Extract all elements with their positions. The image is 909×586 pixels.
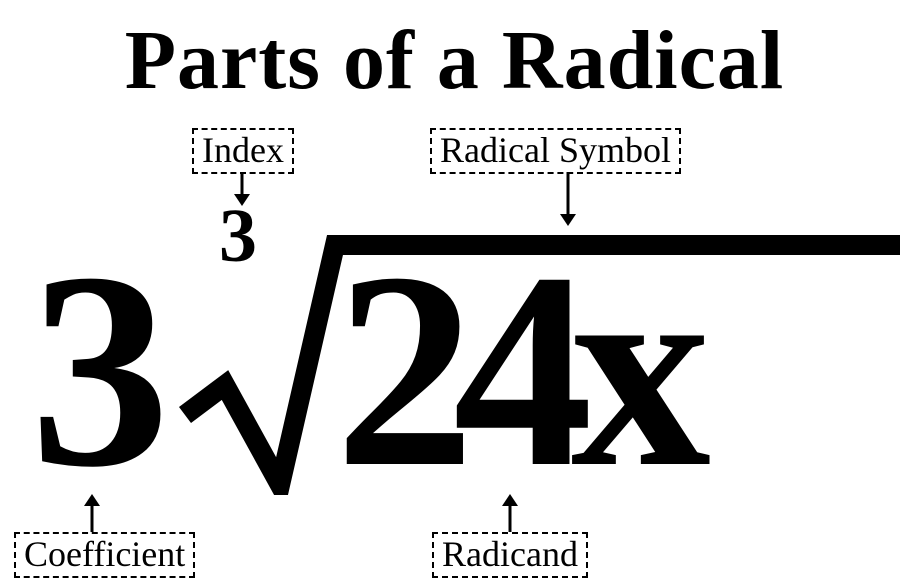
expr-radicand: 24x: [335, 230, 689, 510]
page-title: Parts of a Radical: [0, 12, 909, 109]
arrow-radicand-up: [500, 494, 520, 534]
label-radicand: Radicand: [432, 532, 588, 578]
arrow-coefficient-up: [82, 494, 102, 534]
expr-coefficient: 3: [30, 230, 152, 510]
label-radical-symbol: Radical Symbol: [430, 128, 681, 174]
expr-index: 3: [219, 198, 257, 274]
label-index: Index: [192, 128, 294, 174]
label-coefficient: Coefficient: [14, 532, 195, 578]
